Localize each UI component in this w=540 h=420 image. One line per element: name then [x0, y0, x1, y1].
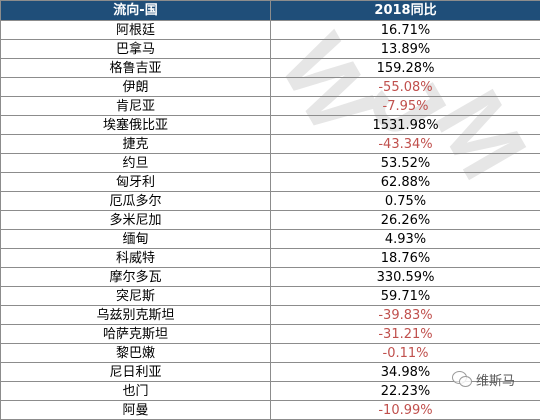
- yoy-cell[interactable]: -55.08%: [271, 78, 540, 97]
- yoy-cell[interactable]: 18.76%: [271, 249, 540, 268]
- yoy-cell[interactable]: -31.21%: [271, 325, 540, 344]
- yoy-cell[interactable]: 4.93%: [271, 230, 540, 249]
- country-cell[interactable]: 格鲁吉亚: [1, 59, 271, 78]
- country-cell[interactable]: 突尼斯: [1, 287, 271, 306]
- country-cell[interactable]: 多米尼加: [1, 211, 271, 230]
- yoy-cell[interactable]: -7.95%: [271, 97, 540, 116]
- yoy-cell[interactable]: -10.99%: [271, 401, 540, 420]
- column-header-yoy[interactable]: 2018同比: [271, 1, 540, 21]
- yoy-cell[interactable]: -39.83%: [271, 306, 540, 325]
- yoy-cell[interactable]: 22.23%: [271, 382, 540, 401]
- yoy-cell[interactable]: 330.59%: [271, 268, 540, 287]
- yoy-cell[interactable]: 53.52%: [271, 154, 540, 173]
- country-cell[interactable]: 埃塞俄比亚: [1, 116, 271, 135]
- yoy-cell[interactable]: 16.71%: [271, 21, 540, 40]
- country-cell[interactable]: 科威特: [1, 249, 271, 268]
- country-cell[interactable]: 伊朗: [1, 78, 271, 97]
- yoy-cell[interactable]: 62.88%: [271, 173, 540, 192]
- country-cell[interactable]: 黎巴嫩: [1, 344, 271, 363]
- country-cell[interactable]: 哈萨克斯坦: [1, 325, 271, 344]
- yoy-cell[interactable]: 0.75%: [271, 192, 540, 211]
- yoy-cell[interactable]: 34.98%: [271, 363, 540, 382]
- country-cell[interactable]: 阿根廷: [1, 21, 271, 40]
- yoy-cell[interactable]: -0.11%: [271, 344, 540, 363]
- yoy-cell[interactable]: 59.71%: [271, 287, 540, 306]
- country-cell[interactable]: 阿曼: [1, 401, 271, 420]
- table-row: 黎巴嫩-0.11%: [1, 344, 540, 363]
- table-row: 捷克-43.34%: [1, 135, 540, 154]
- country-cell[interactable]: 肯尼亚: [1, 97, 271, 116]
- country-cell[interactable]: 厄瓜多尔: [1, 192, 271, 211]
- yoy-cell[interactable]: 13.89%: [271, 40, 540, 59]
- yoy-cell[interactable]: -43.34%: [271, 135, 540, 154]
- table-row: 肯尼亚-7.95%: [1, 97, 540, 116]
- yoy-cell[interactable]: 159.28%: [271, 59, 540, 78]
- country-cell[interactable]: 匈牙利: [1, 173, 271, 192]
- yoy-cell[interactable]: 26.26%: [271, 211, 540, 230]
- country-cell[interactable]: 捷克: [1, 135, 271, 154]
- table-row: 伊朗-55.08%: [1, 78, 540, 97]
- column-header-country[interactable]: 流向-国: [1, 1, 271, 21]
- table-row: 哈萨克斯坦-31.21%: [1, 325, 540, 344]
- country-cell[interactable]: 巴拿马: [1, 40, 271, 59]
- country-cell[interactable]: 缅甸: [1, 230, 271, 249]
- country-cell[interactable]: 乌兹别克斯坦: [1, 306, 271, 325]
- country-cell[interactable]: 尼日利亚: [1, 363, 271, 382]
- country-cell[interactable]: 约旦: [1, 154, 271, 173]
- country-cell[interactable]: 也门: [1, 382, 271, 401]
- table-row: 乌兹别克斯坦-39.83%: [1, 306, 540, 325]
- table-row: 阿曼-10.99%: [1, 401, 540, 420]
- yoy-cell[interactable]: 1531.98%: [271, 116, 540, 135]
- country-cell[interactable]: 摩尔多瓦: [1, 268, 271, 287]
- header-row: 流向-国 2018同比: [1, 1, 540, 21]
